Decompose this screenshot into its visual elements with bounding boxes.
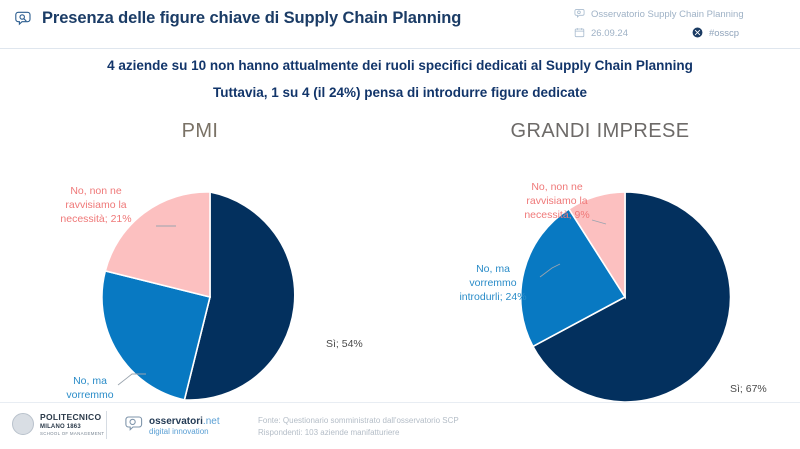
subtitle-block: 4 aziende su 10 non hanno attualmente de… [0,52,800,106]
speech-bubble-icon [574,6,585,24]
pie-slice-si [183,191,296,401]
x-twitter-icon[interactable] [692,25,703,43]
osservatori-tld: .net [202,415,220,427]
pie-label-line1: No, non ne [70,185,122,197]
politecnico-seal-icon [12,413,34,436]
pie-label-line1: No, ma [476,263,510,275]
pie-svg-grandi-imprese [519,191,732,402]
observatory-label: Osservatorio Supply Chain Planning [591,9,744,20]
pie-wrap-grandi-imprese: No, non ne ravvisiamo la necessità; 9% N… [400,152,800,402]
subtitle-line-1: 4 aziende su 10 non hanno attualmente de… [107,58,693,73]
header-left-group: Presenza delle figure chiave di Supply C… [14,9,461,28]
pie-label-line1: No, ma [73,375,107,387]
pie-label-line2: ravvisiamo la [65,199,127,211]
pie-slice-no-ma [101,269,211,401]
pie-slice-no-necessita [567,191,626,300]
source-line-1: Fonte: Questionario somministrato dall'o… [258,416,459,425]
osservatori-bubble-icon [124,414,144,439]
politecnico-school: SCHOOL OF MANAGEMENT [40,430,105,436]
politecnico-subtitle: MILANO 1863 [40,423,81,430]
calendar-icon [574,25,585,43]
pie-slice-si [531,191,732,402]
chart-title-pmi: PMI [181,120,219,142]
osservatori-logo: osservatori.net digital innovation [124,414,220,439]
pie-label-line2: vorremmo [66,389,114,401]
subtitle-line-2: Tuttavia, 1 su 4 (il 24%) pensa di intro… [212,85,588,100]
pie-wrap-pmi: No, non ne ravvisiamo la necessità; 21% … [0,152,400,415]
pie-chart-grandi-imprese: GRANDI IMPRESE No, non ne ravvisiamo la … [400,112,800,402]
pie-label-line2: ravvisiamo la [526,195,588,207]
pie-label-line3: necessità; 9% [524,209,590,221]
pie-label-si-grandi: Sì; 67% [730,383,767,395]
leader-line-blue [539,263,561,278]
pie-label-line1: No, non ne [531,181,583,193]
footer-divider [106,411,107,439]
chart-title-grandi-imprese: GRANDI IMPRESE [510,120,690,142]
date-label: 26.09.24 [591,28,628,39]
pie-chart-pmi: PMI No, non ne ravvisiamo la necessità; … [0,112,400,415]
header-meta-group: Osservatorio Supply Chain Planning 26.09… [574,6,792,42]
pie-label-no-necessita-grandi: No, non ne ravvisiamo la necessità; 9% [492,180,622,222]
politecnico-logo-text: POLITECNICO MILANO 1863 SCHOOL OF MANAGE… [40,413,104,436]
hashtag-label: #osscp [708,28,740,39]
pie-slice-no-necessita [104,191,211,299]
pie-label-no-necessita-pmi: No, non ne ravvisiamo la necessità; 21% [36,184,156,226]
date-social-row: 26.09.24 #osscp [574,25,792,42]
page-title: Presenza delle figure chiave di Supply C… [42,9,462,27]
page-header: Presenza delle figure chiave di Supply C… [0,0,800,49]
politecnico-logo: POLITECNICO MILANO 1863 SCHOOL OF MANAGE… [12,413,104,436]
observatory-row: Osservatorio Supply Chain Planning [574,6,792,23]
osservatori-logo-text: osservatori.net digital innovation [149,415,220,437]
pie-label-si-pmi: Sì; 54% [326,338,363,350]
pie-label-line3: introdurli; 24% [459,291,527,303]
leader-line-blue [117,373,146,386]
politecnico-name: POLITECNICO [40,412,102,422]
pie-slice-no-ma [519,207,627,348]
osservatori-tagline: digital innovation [149,427,209,437]
source-note: Fonte: Questionario somministrato dall'o… [258,415,459,438]
pie-label-line3: necessità; 21% [60,213,132,225]
osservatori-name-row: osservatori.net [149,415,220,428]
page-footer: POLITECNICO MILANO 1863 SCHOOL OF MANAGE… [0,402,800,449]
speech-bubble-search-icon [14,10,32,28]
osservatori-name: osservatori [149,415,203,427]
pie-svg-pmi [101,191,296,401]
pie-label-line2: vorremmo [469,277,517,289]
source-line-2: Rispondenti: 103 aziende manifatturiere [258,427,400,437]
charts-area: PMI No, non ne ravvisiamo la necessità; … [0,112,800,415]
pie-label-no-ma-grandi: No, ma vorremmo introdurli; 24% [428,262,558,304]
leader-line-pink [591,219,607,225]
